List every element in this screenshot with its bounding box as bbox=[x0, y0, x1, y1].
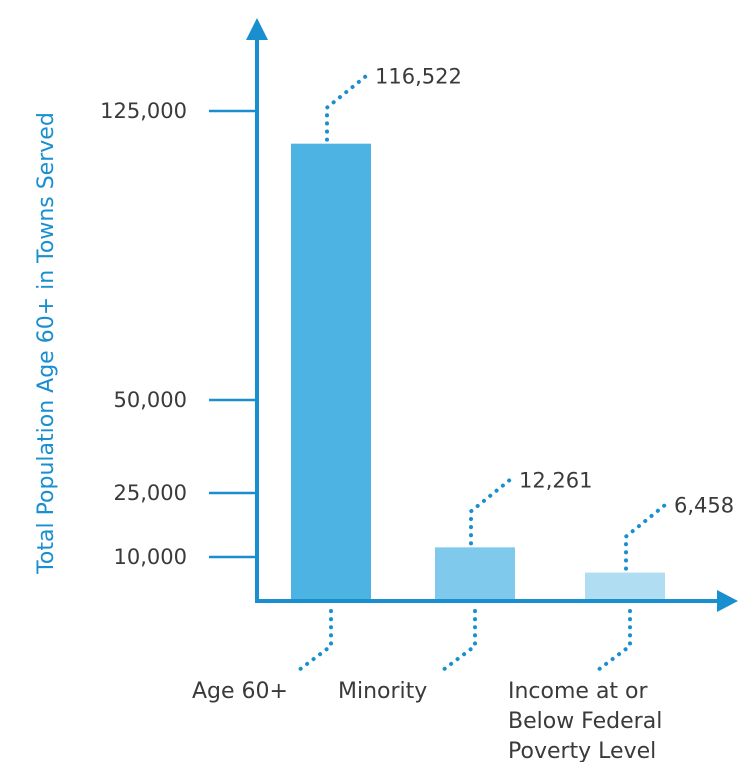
bar bbox=[291, 143, 371, 599]
x-axis-arrowhead bbox=[717, 590, 738, 612]
y-ticks: 10,000 25,000 50,000 125,000 bbox=[100, 99, 257, 569]
bar bbox=[585, 572, 665, 599]
y-tick-label: 25,000 bbox=[114, 481, 187, 505]
value-leader-line bbox=[469, 475, 515, 546]
y-tick-label: 10,000 bbox=[114, 545, 187, 569]
category-label: Income at or bbox=[508, 679, 649, 704]
value-label: 116,522 bbox=[375, 65, 462, 89]
y-axis-title: Total Population Age 60+ in Towns Served bbox=[34, 112, 59, 575]
y-tick-label: 50,000 bbox=[114, 388, 187, 412]
value-label: 12,261 bbox=[519, 468, 592, 492]
category-label: Below Federal bbox=[508, 709, 662, 734]
bar bbox=[435, 547, 515, 599]
value-label: 6,458 bbox=[674, 494, 734, 518]
y-axis-arrowhead bbox=[246, 18, 268, 40]
category-leader-line bbox=[592, 609, 632, 675]
labels: 116,522 12,261 6,458 Age 60+ Minority Income … bbox=[192, 65, 734, 762]
category-label: Minority bbox=[338, 679, 427, 704]
axes bbox=[246, 18, 738, 612]
category-label: Age 60+ bbox=[192, 679, 288, 704]
bars bbox=[291, 143, 665, 599]
category-leader-line bbox=[293, 609, 333, 675]
category-label: Poverty Level bbox=[508, 739, 656, 762]
value-leader-line bbox=[325, 71, 371, 142]
category-leader-line bbox=[437, 609, 477, 675]
y-tick-label: 125,000 bbox=[100, 99, 187, 123]
value-leader-line bbox=[624, 500, 670, 571]
leader-lines bbox=[293, 71, 670, 675]
